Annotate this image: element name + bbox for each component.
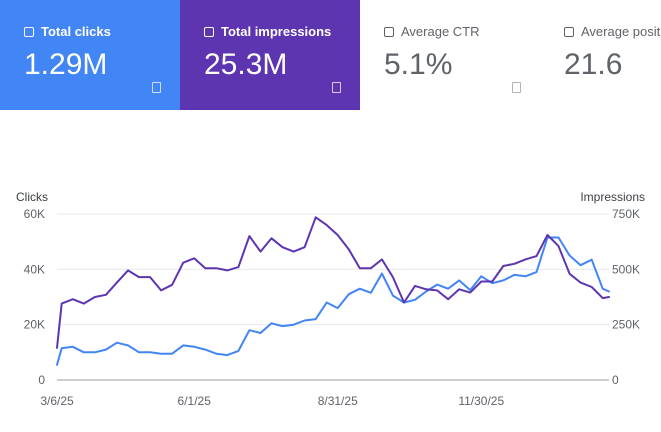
- metric-value: 5.1%: [384, 48, 453, 81]
- x-tick-label: 6/1/25: [178, 394, 212, 408]
- checkbox-icon[interactable]: [24, 27, 34, 37]
- metric-card-average-ctr[interactable]: Average CTR 5.1%: [360, 0, 540, 110]
- x-axis-ticks: 3/6/25 6/1/25 8/31/25 11/30/25: [40, 394, 504, 408]
- x-tick-label: 3/6/25: [40, 394, 74, 408]
- right-tick-label: 250K: [612, 318, 640, 332]
- right-tick-label: 750K: [612, 207, 640, 221]
- series-lines: [56, 216, 610, 366]
- metric-value: 25.3M: [204, 48, 288, 81]
- left-tick-label: 20K: [24, 318, 45, 332]
- clicks-line: [56, 236, 610, 366]
- metric-value: 21.6: [564, 48, 623, 81]
- left-axis-ticks: 0 20K 40K 60K: [24, 207, 46, 387]
- right-axis-ticks: 0 250K 500K 750K: [612, 207, 640, 387]
- metric-label-row: Average position: [564, 24, 661, 40]
- x-tick-label: 8/31/25: [318, 394, 358, 408]
- metric-card-average-position[interactable]: Average position 21.6: [540, 0, 661, 110]
- metric-label-row: Average CTR: [384, 24, 540, 40]
- metric-card-total-clicks[interactable]: Total clicks 1.29M: [0, 0, 180, 110]
- metric-label: Total clicks: [41, 24, 111, 39]
- checkbox-icon[interactable]: [384, 27, 394, 37]
- left-tick-label: 40K: [24, 262, 45, 276]
- checkbox-icon[interactable]: [564, 27, 574, 37]
- metric-label: Average position: [581, 24, 661, 39]
- info-icon[interactable]: [512, 82, 521, 93]
- impressions-line: [56, 216, 610, 349]
- metric-label-row: Total clicks: [24, 24, 180, 40]
- gridlines: [57, 213, 609, 381]
- x-tick-label: 11/30/25: [458, 394, 504, 408]
- metric-label-row: Total impressions: [204, 24, 360, 40]
- right-tick-label: 500K: [612, 262, 640, 276]
- left-tick-label: 0: [38, 373, 45, 387]
- metric-label: Average CTR: [401, 24, 480, 39]
- checkbox-icon[interactable]: [204, 27, 214, 37]
- right-axis-title: Impressions: [580, 190, 645, 204]
- metric-label: Total impressions: [221, 24, 332, 39]
- metric-cards: Total clicks 1.29M Total impressions 25.…: [0, 0, 661, 110]
- info-icon[interactable]: [152, 82, 161, 93]
- metric-card-total-impressions[interactable]: Total impressions 25.3M: [180, 0, 360, 110]
- metric-value: 1.29M: [24, 48, 108, 81]
- left-axis-title: Clicks: [16, 190, 48, 204]
- performance-chart: Clicks Impressions 0 20K 40K 60K 0 250K 500K 7…: [16, 190, 645, 408]
- right-tick-label: 0: [612, 373, 619, 387]
- info-icon[interactable]: [332, 82, 341, 93]
- left-tick-label: 60K: [24, 207, 45, 221]
